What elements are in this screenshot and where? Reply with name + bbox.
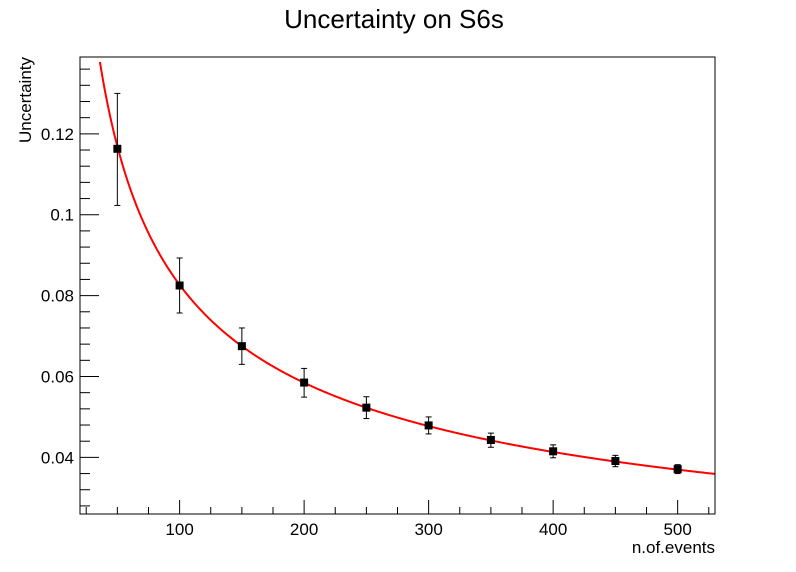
data-marker	[486, 435, 495, 444]
y-tick-label: 0.04	[41, 448, 74, 467]
y-axis: 0.04 0.06 0.08 0.1 0.12	[41, 68, 99, 507]
data-marker	[424, 421, 433, 430]
data-point	[175, 257, 184, 314]
points-layer	[113, 92, 682, 475]
x-tick-label: 400	[539, 520, 567, 539]
y-tick-label: 0.1	[50, 206, 74, 225]
x-tick-label: 300	[414, 520, 442, 539]
x-axis-title: n.of.events	[632, 538, 715, 557]
x-axis: 100 200 300 400 500	[85, 500, 710, 539]
data-point	[300, 367, 309, 398]
data-marker	[113, 144, 122, 153]
y-tick-label: 0.12	[41, 125, 74, 144]
x-tick-label: 200	[290, 520, 318, 539]
x-tick-label: 500	[663, 520, 691, 539]
data-marker	[362, 403, 371, 412]
data-point	[611, 454, 620, 468]
y-tick-label: 0.08	[41, 287, 74, 306]
y-tick-label: 0.06	[41, 367, 74, 386]
data-point	[424, 416, 433, 435]
chart-title: Uncertainty on S6s	[284, 4, 504, 34]
data-point	[113, 92, 122, 206]
data-marker	[549, 447, 558, 456]
data-point	[549, 444, 558, 459]
x-tick-label: 100	[165, 520, 193, 539]
data-marker	[237, 342, 246, 351]
y-axis-title: Uncertainty	[16, 57, 35, 143]
data-point	[362, 396, 371, 420]
data-marker	[611, 457, 620, 466]
data-point	[486, 432, 495, 448]
data-point	[237, 327, 246, 365]
data-point	[673, 464, 682, 475]
data-marker	[300, 378, 309, 387]
data-marker	[175, 281, 184, 290]
data-marker	[673, 465, 682, 474]
